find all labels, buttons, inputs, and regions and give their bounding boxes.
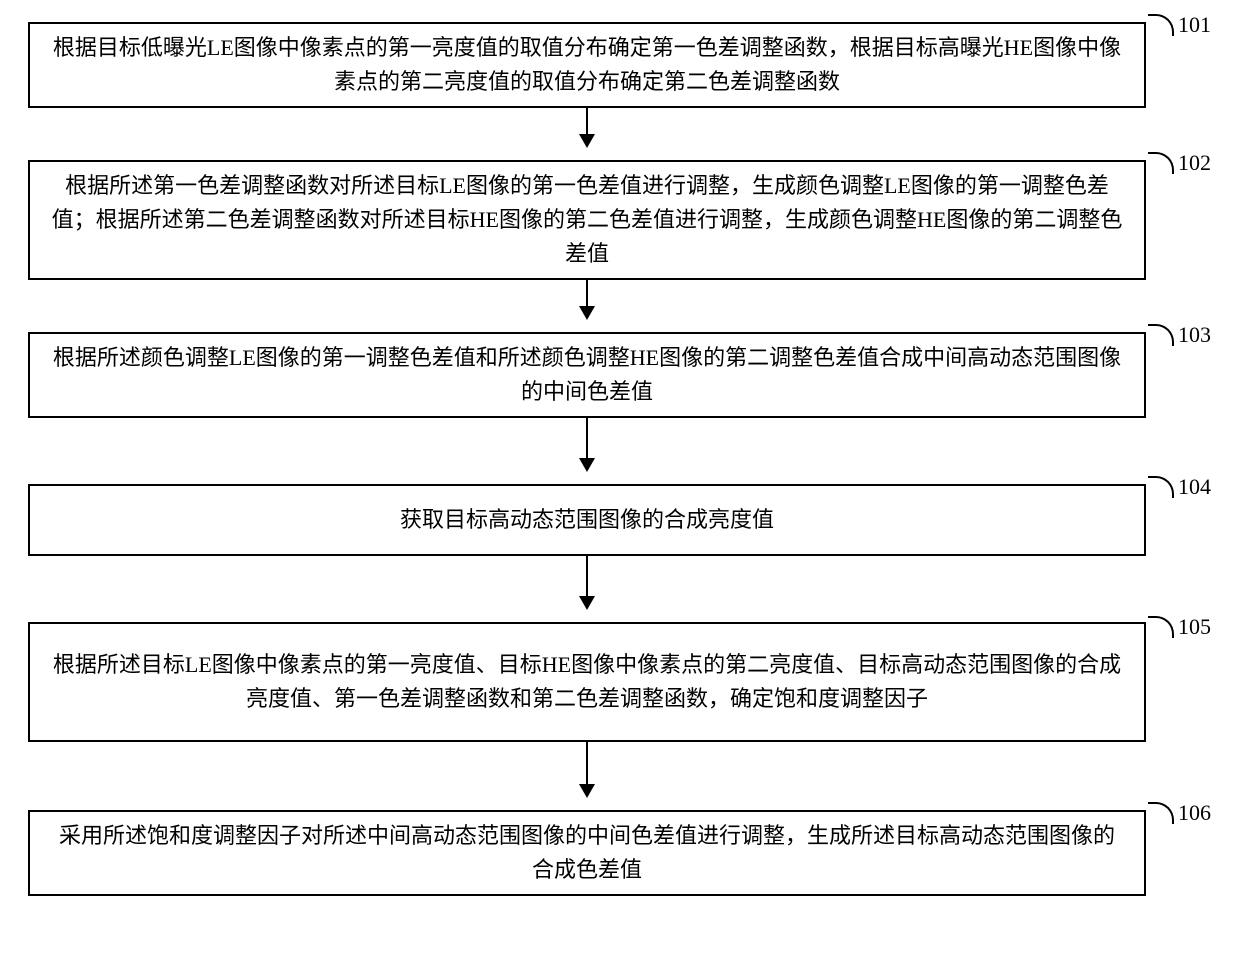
flow-step-text: 获取目标高动态范围图像的合成亮度值: [400, 503, 774, 537]
flow-step-105: 根据所述目标LE图像中像素点的第一亮度值、目标HE图像中像素点的第二亮度值、目标…: [28, 622, 1146, 742]
flow-step-106: 采用所述饱和度调整因子对所述中间高动态范围图像的中间色差值进行调整，生成所述目标…: [28, 810, 1146, 896]
step-label-leader: [1148, 324, 1174, 346]
step-label-106: 106: [1178, 800, 1211, 826]
flow-arrow: [586, 280, 588, 318]
step-label-101: 101: [1178, 12, 1211, 38]
flow-arrow: [586, 742, 588, 796]
flow-arrow: [586, 108, 588, 146]
step-label-leader: [1148, 14, 1174, 36]
step-label-105: 105: [1178, 614, 1211, 640]
flow-step-text: 根据目标低曝光LE图像中像素点的第一亮度值的取值分布确定第一色差调整函数，根据目…: [50, 31, 1124, 99]
step-label-leader: [1148, 476, 1174, 498]
flow-arrow: [586, 418, 588, 470]
step-label-leader: [1148, 802, 1174, 824]
flow-step-104: 获取目标高动态范围图像的合成亮度值: [28, 484, 1146, 556]
flow-step-text: 根据所述第一色差调整函数对所述目标LE图像的第一色差值进行调整，生成颜色调整LE…: [50, 169, 1124, 271]
step-label-leader: [1148, 152, 1174, 174]
flow-step-text: 采用所述饱和度调整因子对所述中间高动态范围图像的中间色差值进行调整，生成所述目标…: [50, 819, 1124, 887]
flow-step-102: 根据所述第一色差调整函数对所述目标LE图像的第一色差值进行调整，生成颜色调整LE…: [28, 160, 1146, 280]
flow-step-101: 根据目标低曝光LE图像中像素点的第一亮度值的取值分布确定第一色差调整函数，根据目…: [28, 22, 1146, 108]
step-label-102: 102: [1178, 150, 1211, 176]
step-label-leader: [1148, 616, 1174, 638]
step-label-104: 104: [1178, 474, 1211, 500]
flowchart-canvas: 根据目标低曝光LE图像中像素点的第一亮度值的取值分布确定第一色差调整函数，根据目…: [0, 0, 1240, 961]
flow-arrow: [586, 556, 588, 608]
flow-step-103: 根据所述颜色调整LE图像的第一调整色差值和所述颜色调整HE图像的第二调整色差值合…: [28, 332, 1146, 418]
flow-step-text: 根据所述目标LE图像中像素点的第一亮度值、目标HE图像中像素点的第二亮度值、目标…: [50, 648, 1124, 716]
flow-step-text: 根据所述颜色调整LE图像的第一调整色差值和所述颜色调整HE图像的第二调整色差值合…: [50, 341, 1124, 409]
step-label-103: 103: [1178, 322, 1211, 348]
